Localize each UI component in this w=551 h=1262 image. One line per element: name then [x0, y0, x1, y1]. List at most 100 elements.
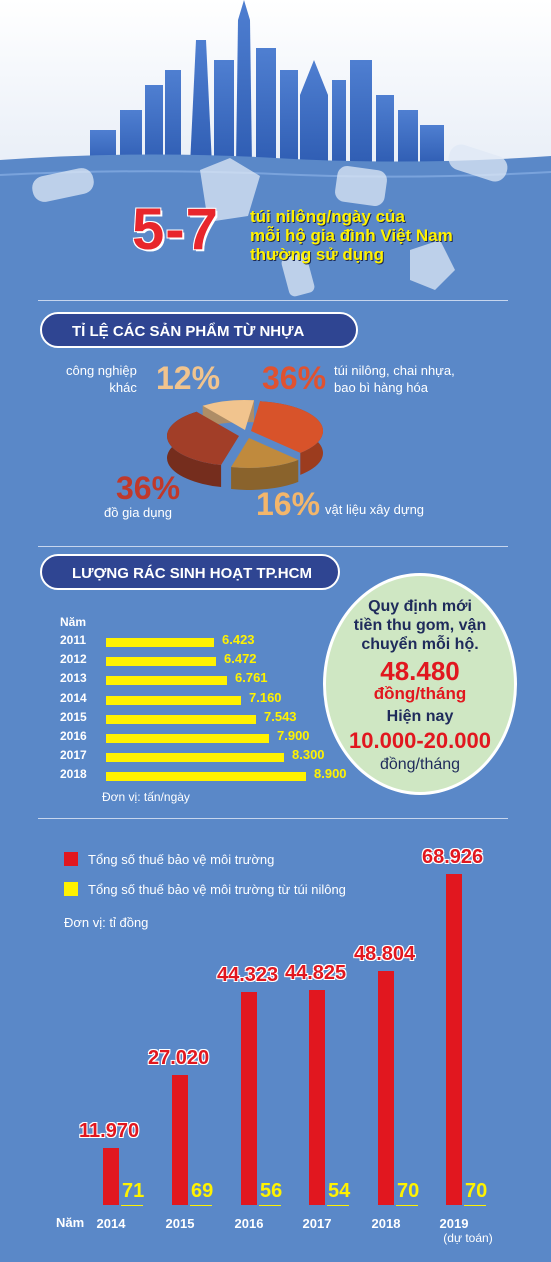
section-title-plastic: TỈ LỆ CÁC SẢN PHẨM TỪ NHỰA — [40, 312, 358, 348]
tax-value-nylon: 56 — [260, 1180, 283, 1202]
fee-callout-bubble — [323, 573, 517, 795]
tax-year-label: 2018 — [371, 1216, 401, 1231]
waste-year-label: 2012 — [60, 652, 87, 667]
tax-bar-nylon — [327, 1205, 349, 1206]
slice-label-other-industry: công nghiệp khác — [66, 362, 137, 396]
tax-value-total: 27.020 — [148, 1047, 210, 1069]
tax-bar-total — [172, 1075, 188, 1205]
slice-label-line: khác — [109, 380, 137, 395]
tax-value-total: 44.825 — [285, 962, 347, 984]
legend-total-tax: Tổng số thuế bảo vệ môi trường — [88, 852, 275, 867]
callout-line-1: Quy định mới — [368, 598, 472, 615]
waste-year-label: 2015 — [60, 709, 87, 724]
callout-new-fee-unit: đồng/tháng — [373, 684, 467, 703]
waste-bar — [106, 695, 241, 705]
divider — [38, 300, 508, 301]
waste-unit: Đơn vị: tấn/ngày — [102, 790, 190, 804]
headline-number: 5-7 — [132, 197, 219, 262]
waste-value-label: 6.761 — [235, 670, 268, 686]
waste-year-label: 2017 — [60, 748, 87, 763]
tax-year-header: Năm — [56, 1215, 85, 1230]
waste-row: 2011 6.423 — [60, 632, 400, 649]
tax-bar-total — [241, 992, 257, 1205]
callout-current-label: Hiện nay — [386, 708, 454, 725]
section-title-waste: LƯỢNG RÁC SINH HOẠT TP.HCM — [40, 554, 340, 590]
divider — [38, 818, 508, 819]
pie-slice-other-industry — [202, 400, 255, 430]
slice-label-line: túi nilông, chai nhựa, — [334, 363, 455, 378]
callout-line-3: chuyển mỗi hộ. — [361, 636, 479, 653]
slice-pct-other-industry: 12% — [156, 360, 221, 396]
waste-bar — [106, 714, 256, 724]
headline-line-1: túi nilông/ngày của — [250, 207, 405, 226]
waste-bar — [106, 772, 306, 782]
waste-value-label: 6.423 — [222, 632, 255, 647]
slice-label-line: công nghiệp — [66, 363, 137, 378]
headline-line-2: mỗi hộ gia đình Việt Nam — [250, 226, 453, 245]
callout-line-2: tiền thu gom, vận — [353, 617, 487, 634]
waste-value-label: 6.472 — [224, 651, 257, 667]
tax-bar-nylon — [396, 1205, 418, 1206]
divider — [38, 546, 508, 547]
tax-value-nylon: 71 — [122, 1180, 145, 1202]
waste-year-label: 2011 — [60, 633, 87, 647]
pie-slice-construction-side — [231, 459, 299, 490]
tax-value-nylon: 70 — [397, 1180, 420, 1202]
tax-year-label: 2014 — [96, 1216, 126, 1231]
slice-pct-packaging: 36% — [262, 360, 327, 396]
tax-bar-nylon — [464, 1205, 486, 1206]
legend-nylon-tax: Tổng số thuế bảo vệ môi trường từ túi ni… — [88, 882, 346, 897]
tax-year-label: 2017 — [302, 1216, 332, 1231]
tax-value-total: 44.323 — [217, 964, 279, 986]
tax-2019-note: (dự toán) — [443, 1231, 493, 1245]
legend-swatch-nylon-tax — [64, 882, 78, 896]
slice-pct-household: 36% — [116, 470, 181, 506]
waste-row: 2017 8.300 — [60, 747, 400, 764]
waste-value-label: 7.543 — [264, 708, 297, 724]
slice-label-line: bao bì hàng hóa — [334, 380, 428, 395]
pie-slice-construction — [231, 438, 299, 468]
waste-row: 2015 7.543 — [60, 708, 400, 726]
waste-bar — [106, 753, 284, 763]
plastic-pie-chart — [166, 400, 323, 490]
tax-value-total: 48.804 — [354, 943, 416, 965]
waste-year-label: 2014 — [60, 690, 87, 705]
waste-row: 2012 6.472 — [60, 651, 400, 668]
waste-row: 2013 6.761 — [60, 670, 400, 687]
tax-value-total: 11.970 — [79, 1120, 140, 1142]
headline-line-3: thường sử dụng — [250, 245, 384, 264]
tax-bar-total — [378, 971, 394, 1205]
tax-bar-nylon — [259, 1205, 281, 1206]
waste-row: 2014 7.160 — [60, 690, 400, 707]
tax-bar-total — [446, 874, 462, 1205]
tax-bar-total — [309, 990, 325, 1205]
tax-value-nylon: 70 — [465, 1180, 488, 1202]
tax-year-label: 2015 — [165, 1216, 195, 1231]
tax-year-label: 2019 — [439, 1216, 469, 1231]
waste-bar — [106, 657, 216, 667]
tax-year-label: 2016 — [234, 1216, 264, 1231]
tax-unit: Đơn vị: tỉ đồng — [64, 915, 149, 930]
waste-year-label: 2013 — [60, 671, 87, 686]
waste-row: 2016 7.900 — [60, 728, 400, 745]
tax-value-nylon: 54 — [328, 1180, 351, 1202]
waste-value-label: 8.900 — [314, 766, 347, 782]
slice-pct-construction: 16% — [256, 486, 321, 522]
callout-current-fee: 10.000-20.000 — [349, 728, 491, 753]
callout-current-fee-unit: đồng/tháng — [379, 756, 461, 773]
tax-bar-total — [103, 1148, 119, 1205]
tax-value-nylon: 69 — [191, 1180, 214, 1202]
pie-slice-household — [167, 411, 239, 466]
waste-value-label: 7.900 — [277, 728, 310, 743]
tax-value-total: 68.926 — [422, 846, 484, 868]
waste-bar — [106, 676, 227, 686]
slice-label-household: đồ gia dụng — [104, 505, 172, 520]
waste-bar — [106, 734, 269, 743]
city-skyline-illustration — [0, 0, 551, 310]
waste-value-label: 8.300 — [292, 747, 325, 763]
tax-bar-nylon — [190, 1205, 212, 1206]
slice-label-packaging: túi nilông, chai nhựa, bao bì hàng hóa — [334, 362, 455, 396]
slice-label-construction: vật liệu xây dựng — [325, 502, 425, 517]
waste-year-label: 2016 — [60, 729, 87, 743]
waste-row: 2018 8.900 — [60, 766, 400, 783]
